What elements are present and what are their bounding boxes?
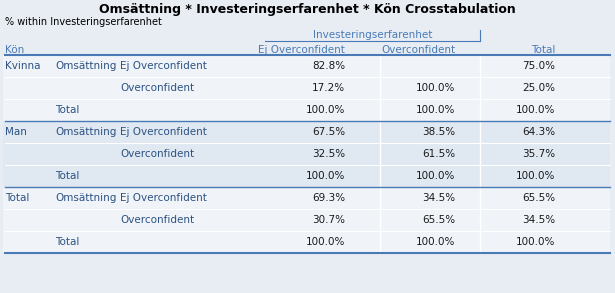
- Text: 100.0%: 100.0%: [416, 171, 455, 181]
- Text: Ej Overconfident: Ej Overconfident: [120, 127, 207, 137]
- Text: Omsättning: Omsättning: [55, 193, 116, 203]
- Text: Omsättning: Omsättning: [55, 127, 116, 137]
- Text: 34.5%: 34.5%: [422, 193, 455, 203]
- Text: 64.3%: 64.3%: [522, 127, 555, 137]
- Bar: [3, 55, 610, 77]
- Text: Kön: Kön: [5, 45, 24, 55]
- Text: Overconfident: Overconfident: [120, 215, 194, 225]
- Text: 100.0%: 100.0%: [515, 237, 555, 247]
- Text: Overconfident: Overconfident: [120, 149, 194, 159]
- Text: 30.7%: 30.7%: [312, 215, 345, 225]
- Bar: [3, 187, 610, 209]
- Text: 65.5%: 65.5%: [422, 215, 455, 225]
- Text: 100.0%: 100.0%: [306, 171, 345, 181]
- Text: Man: Man: [5, 127, 27, 137]
- Text: 100.0%: 100.0%: [306, 237, 345, 247]
- Text: Ej Overconfident: Ej Overconfident: [120, 193, 207, 203]
- Text: 100.0%: 100.0%: [416, 105, 455, 115]
- Text: Ej Overconfident: Ej Overconfident: [120, 61, 207, 71]
- Text: Total: Total: [55, 171, 79, 181]
- Text: 17.2%: 17.2%: [312, 83, 345, 93]
- Bar: [3, 231, 610, 253]
- Bar: [3, 143, 610, 165]
- Text: % within Investeringserfarenhet: % within Investeringserfarenhet: [5, 17, 162, 27]
- Text: 75.0%: 75.0%: [522, 61, 555, 71]
- Text: 35.7%: 35.7%: [522, 149, 555, 159]
- Text: 82.8%: 82.8%: [312, 61, 345, 71]
- Text: 61.5%: 61.5%: [422, 149, 455, 159]
- Text: 100.0%: 100.0%: [416, 237, 455, 247]
- Text: Total: Total: [5, 193, 30, 203]
- Text: 67.5%: 67.5%: [312, 127, 345, 137]
- Text: 100.0%: 100.0%: [416, 83, 455, 93]
- Text: Overconfident: Overconfident: [381, 45, 455, 55]
- Text: 69.3%: 69.3%: [312, 193, 345, 203]
- Text: 32.5%: 32.5%: [312, 149, 345, 159]
- Text: 38.5%: 38.5%: [422, 127, 455, 137]
- Bar: [3, 99, 610, 121]
- Text: Omsättning: Omsättning: [55, 61, 116, 71]
- Bar: [3, 121, 610, 143]
- Text: Total: Total: [531, 45, 555, 55]
- Text: 100.0%: 100.0%: [306, 105, 345, 115]
- Text: 25.0%: 25.0%: [522, 83, 555, 93]
- Text: 65.5%: 65.5%: [522, 193, 555, 203]
- Text: 100.0%: 100.0%: [515, 171, 555, 181]
- Bar: [3, 77, 610, 99]
- Text: Total: Total: [55, 105, 79, 115]
- Text: 34.5%: 34.5%: [522, 215, 555, 225]
- Text: Kvinna: Kvinna: [5, 61, 41, 71]
- Text: Investeringserfarenhet: Investeringserfarenhet: [313, 30, 432, 40]
- Text: Total: Total: [55, 237, 79, 247]
- Text: 100.0%: 100.0%: [515, 105, 555, 115]
- Bar: [3, 165, 610, 187]
- Bar: [3, 209, 610, 231]
- Text: Ej Overconfident: Ej Overconfident: [258, 45, 345, 55]
- Text: Omsättning * Investeringserfarenhet * Kön Crosstabulation: Omsättning * Investeringserfarenhet * Kö…: [99, 3, 516, 16]
- Text: Overconfident: Overconfident: [120, 83, 194, 93]
